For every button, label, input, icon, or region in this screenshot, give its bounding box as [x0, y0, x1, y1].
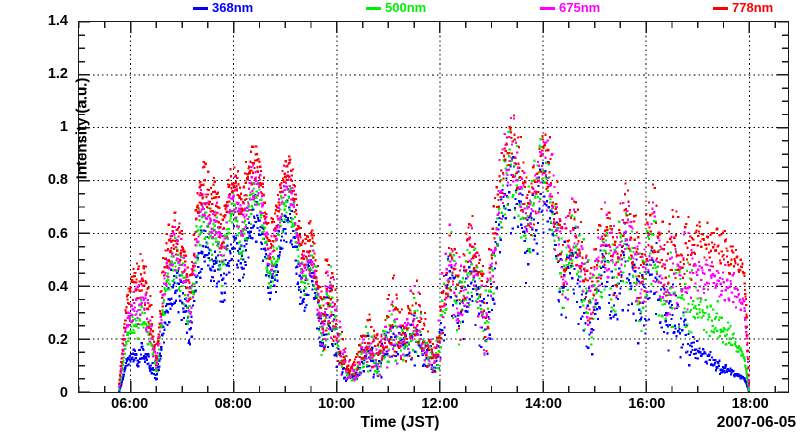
plot-frame [78, 21, 789, 393]
chart-legend: 368nm 500nm 675nm 778nm [78, 0, 789, 20]
axis-ticks [79, 22, 788, 392]
plot-canvas [79, 22, 788, 392]
x-tick-label: 16:00 [628, 396, 666, 412]
y-tick-label: 1 [59, 119, 68, 136]
series-675nm [118, 116, 751, 388]
legend-item-500nm: 500nm [366, 1, 426, 15]
legend-swatch-icon [540, 6, 555, 10]
y-tick-label: 0.2 [47, 331, 68, 348]
x-tick-label: 06:00 [111, 396, 149, 412]
y-tick-label: 0.8 [47, 172, 68, 189]
x-tick-label: 14:00 [524, 396, 562, 412]
x-tick-label: 10:00 [317, 396, 356, 412]
legend-item-368nm: 368nm [193, 1, 253, 15]
legend-item-778nm: 778nm [713, 1, 773, 15]
date-stamp: 2007-06-05 [716, 414, 796, 431]
legend-label: 778nm [732, 0, 774, 15]
legend-label: 500nm [385, 0, 427, 15]
legend-swatch-icon [713, 6, 728, 10]
x-tick-label: 08:00 [214, 396, 252, 412]
y-tick-label: 0 [59, 385, 68, 401]
legend-label: 675nm [559, 0, 601, 15]
y-tick-label: 1.4 [47, 13, 68, 29]
grid-lines [79, 22, 788, 392]
y-tick-label: 0.4 [47, 278, 68, 295]
legend-item-675nm: 675nm [540, 1, 600, 15]
y-tick-label: 0.6 [47, 225, 68, 242]
x-axis-title: Time (JST) [360, 414, 440, 431]
x-tick-label: 18:00 [731, 396, 769, 412]
series-778nm [118, 114, 751, 386]
legend-label: 368nm [212, 0, 254, 15]
y-tick-label: 1.2 [47, 66, 68, 83]
legend-swatch-icon [193, 6, 208, 10]
x-tick-label: 12:00 [421, 396, 459, 412]
y-axis-title: Intensity (a.u.) [73, 77, 91, 180]
legend-swatch-icon [366, 6, 381, 10]
